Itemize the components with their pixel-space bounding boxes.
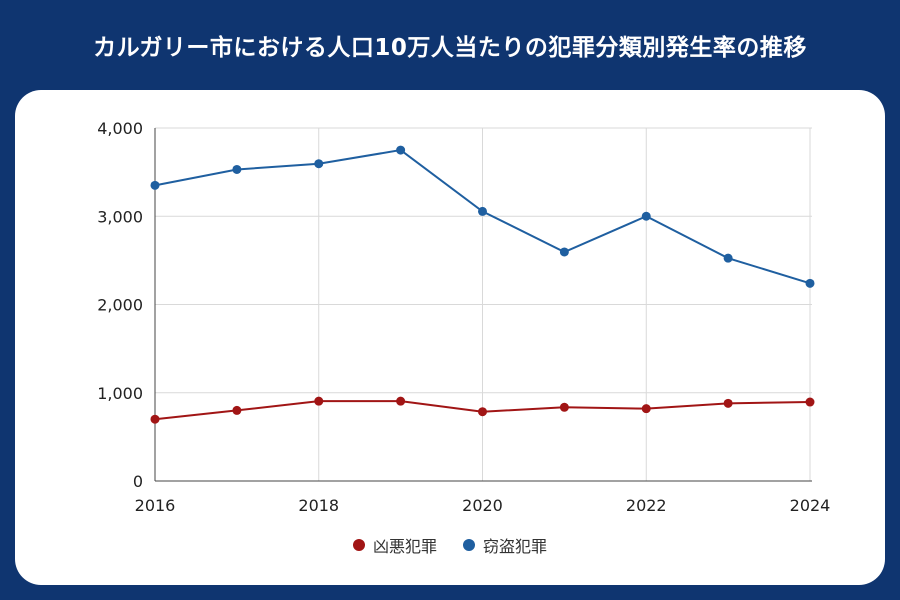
data-point-1	[805, 278, 815, 288]
x-tick-label: 2018	[298, 496, 339, 515]
data-point-0	[478, 407, 487, 417]
chart-card: 0 1,000 2,000 3,000 4,000 2016 2018 2020 2022 202…	[15, 90, 885, 585]
data-point-0	[723, 398, 733, 408]
data-point-1	[559, 247, 569, 257]
y-tick-label: 2,000	[97, 296, 143, 315]
data-point-1	[314, 159, 324, 169]
legend-marker-violent	[352, 539, 365, 551]
legend-label-theft: 窃盗犯罪	[483, 537, 548, 556]
legend-label-violent: 凶悪犯罪	[372, 537, 437, 556]
legend-item-theft[interactable]: 窃盗犯罪	[463, 533, 547, 557]
y-tick-label: 4,000	[97, 119, 143, 138]
chart-legend: 凶悪犯罪 窃盗犯罪	[15, 530, 885, 560]
data-point-0	[314, 396, 324, 406]
data-point-0	[232, 405, 242, 415]
chart-title: カルガリー市における人口10万人当たりの犯罪分類別発生率の推移	[93, 35, 807, 61]
data-point-1	[150, 180, 160, 190]
data-point-1	[478, 206, 487, 216]
data-point-0	[641, 404, 651, 414]
y-tick-label: 0	[133, 472, 143, 491]
y-tick-label: 1,000	[97, 384, 143, 403]
data-point-1	[396, 145, 406, 155]
data-point-0	[559, 402, 569, 412]
data-point-0	[805, 397, 815, 407]
legend-marker-theft	[463, 539, 475, 551]
data-point-1	[723, 253, 733, 263]
y-tick-label: 3,000	[97, 207, 143, 226]
x-tick-label: 2020	[462, 496, 503, 515]
x-tick-label: 2024	[790, 496, 831, 515]
data-point-1	[232, 164, 242, 174]
data-point-0	[396, 396, 406, 406]
line-chart: 0 1,000 2,000 3,000 4,000 2016 2018 2020 2022 202…	[97, 119, 831, 515]
legend-item-violent[interactable]: 凶悪犯罪	[352, 533, 437, 557]
data-point-1	[641, 211, 651, 221]
data-point-0	[150, 414, 160, 424]
x-tick-label: 2016	[135, 496, 176, 515]
x-tick-label: 2022	[626, 496, 667, 515]
